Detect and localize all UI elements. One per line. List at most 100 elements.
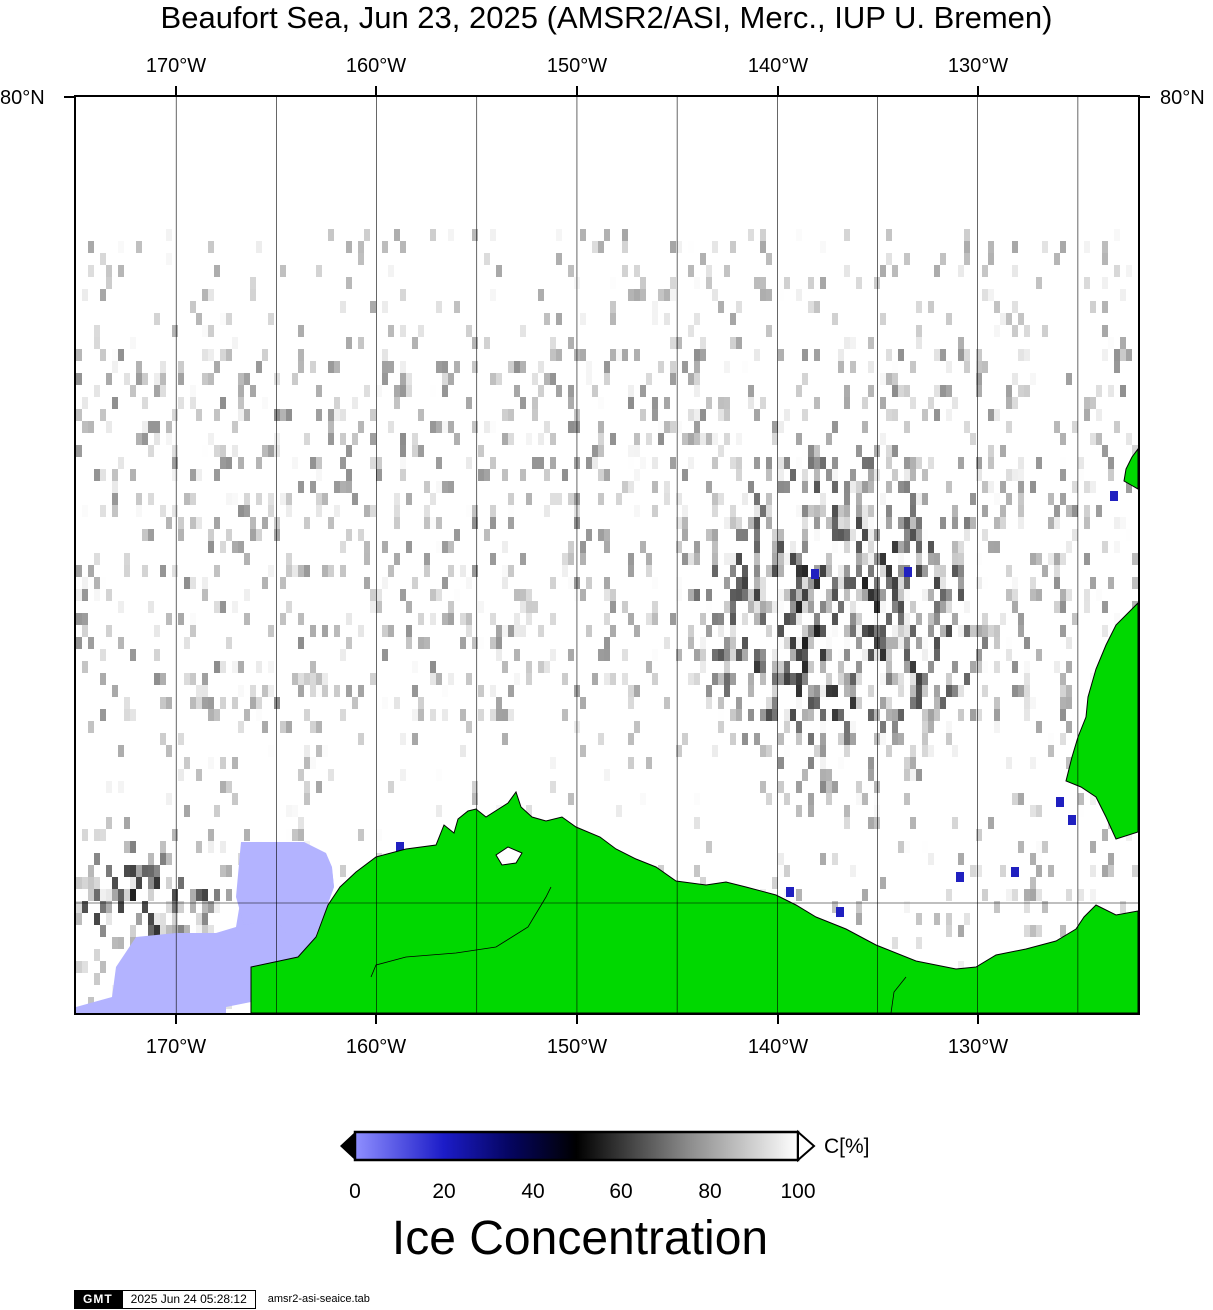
ice-cell (814, 505, 820, 517)
ice-cell (208, 349, 214, 361)
ice-cell (796, 673, 802, 685)
ice-cell (898, 733, 904, 745)
ice-cell (958, 925, 964, 937)
ice-cell (394, 553, 400, 565)
ice-cell (856, 901, 862, 913)
ice-cell (838, 565, 844, 577)
ice-cell (982, 685, 988, 697)
ice-cell (718, 625, 724, 637)
ice-cell (844, 589, 850, 601)
ice-cell (874, 709, 880, 721)
ice-cell (802, 589, 808, 601)
ice-concentration-map (74, 95, 1140, 1015)
ice-cell (406, 601, 412, 613)
ice-cell (568, 397, 574, 409)
ice-cell (664, 397, 670, 409)
ice-cell (226, 493, 232, 505)
ice-cell (736, 337, 742, 349)
ice-cell (250, 289, 256, 301)
ice-cell (862, 457, 868, 469)
ice-cell (856, 493, 862, 505)
ice-cell (328, 517, 334, 529)
ice-cell (712, 457, 718, 469)
ice-cell (94, 973, 100, 985)
ice-cell (928, 589, 934, 601)
ice-cell (436, 541, 442, 553)
ice-cell (976, 361, 982, 373)
ice-cell (958, 565, 964, 577)
ice-cell (946, 409, 952, 421)
ice-cell (826, 793, 832, 805)
ice-cell (820, 493, 826, 505)
ice-cell (1054, 505, 1060, 517)
ice-cell (520, 361, 526, 373)
ice-cell (784, 721, 790, 733)
ice-cell (100, 349, 106, 361)
ice-cell (964, 421, 970, 433)
ice-cell (460, 709, 466, 721)
ice-cell (856, 553, 862, 565)
ice-cell (898, 589, 904, 601)
ice-cell (814, 577, 820, 589)
ice-cell (1036, 649, 1042, 661)
ice-cell (118, 349, 124, 361)
ice-cell (838, 529, 844, 541)
ice-cell (154, 673, 160, 685)
ice-cell (478, 601, 484, 613)
ice-cell (952, 565, 958, 577)
ice-cell (1090, 301, 1096, 313)
ice-cell (772, 877, 778, 889)
ice-cell (148, 913, 154, 925)
ice-cell (130, 925, 136, 937)
ice-cell (316, 469, 322, 481)
ice-cell (808, 709, 814, 721)
ice-cell (340, 541, 346, 553)
ice-cell (802, 469, 808, 481)
ice-cell (466, 457, 472, 469)
ice-cell (1120, 289, 1126, 301)
ice-cell (436, 805, 442, 817)
ice-cell (1056, 797, 1064, 807)
ice-cell (916, 493, 922, 505)
ice-cell (874, 637, 880, 649)
ice-cell (580, 589, 586, 601)
ice-cell (766, 505, 772, 517)
ice-cell (802, 481, 808, 493)
ice-cell (976, 709, 982, 721)
ice-cell (136, 865, 142, 877)
filename: amsr2-asi-seaice.tab (267, 1293, 370, 1305)
ice-cell (640, 385, 646, 397)
ice-cell (424, 517, 430, 529)
ice-cell (1030, 889, 1036, 901)
ice-cell (874, 625, 880, 637)
ice-cell (880, 673, 886, 685)
ice-cell (700, 409, 706, 421)
ice-cell (1030, 925, 1036, 937)
ice-cell (904, 541, 910, 553)
ice-cell (316, 685, 322, 697)
ice-cell (868, 649, 874, 661)
ice-cell (862, 421, 868, 433)
colorbar-tick-label: 0 (349, 1180, 361, 1203)
ice-cell (634, 505, 640, 517)
ice-cell (694, 349, 700, 361)
ice-cell (814, 625, 820, 637)
ice-cell (886, 745, 892, 757)
ice-cell (238, 457, 244, 469)
ice-cell (910, 397, 916, 409)
ice-cell (286, 493, 292, 505)
ice-cell (1024, 697, 1030, 709)
ice-cell (394, 505, 400, 517)
ice-cell (304, 793, 310, 805)
ice-cell (100, 709, 106, 721)
ice-cell (436, 673, 442, 685)
ice-cell (292, 673, 298, 685)
ice-cell (646, 613, 652, 625)
ice-cell (808, 277, 814, 289)
ice-cell (736, 577, 742, 589)
ice-cell (406, 373, 412, 385)
ice-cell (916, 613, 922, 625)
ice-cell (784, 709, 790, 721)
ice-cell (1018, 625, 1024, 637)
ice-cell (964, 517, 970, 529)
